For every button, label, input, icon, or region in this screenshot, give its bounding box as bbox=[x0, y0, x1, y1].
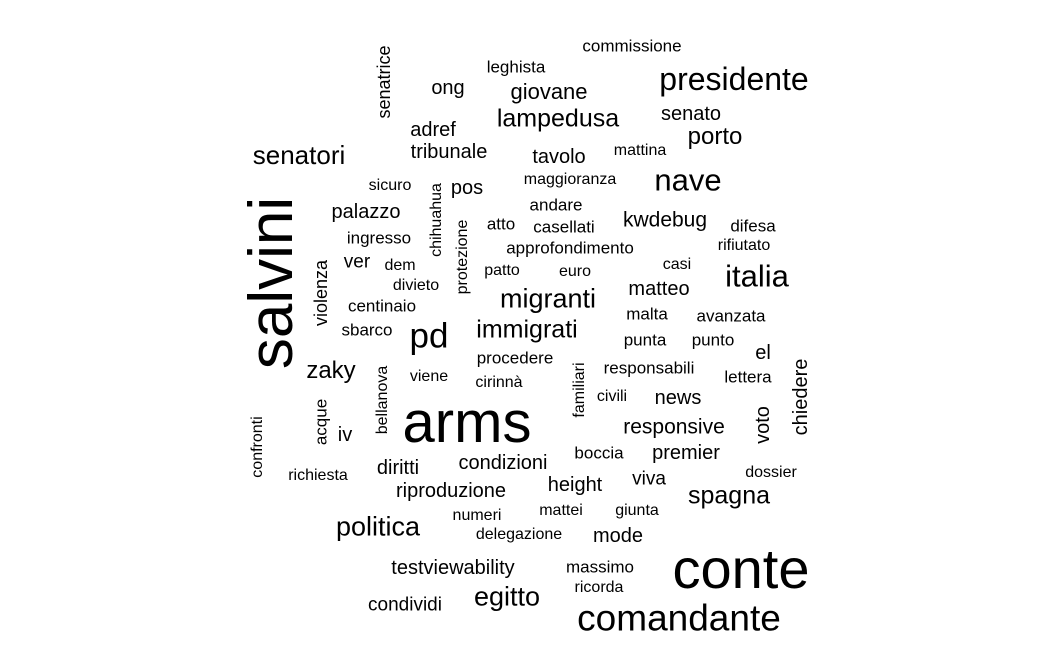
cloud-word: egitto bbox=[473, 581, 541, 612]
cloud-word: civili bbox=[596, 388, 628, 405]
cloud-word: violenza bbox=[311, 259, 331, 327]
cloud-word: porto bbox=[687, 123, 743, 150]
cloud-word: sbarco bbox=[341, 320, 393, 340]
cloud-word: ingresso bbox=[346, 228, 412, 248]
cloud-word: dossier bbox=[745, 464, 797, 481]
cloud-word: immigrati bbox=[476, 315, 578, 344]
cloud-word: ricorda bbox=[574, 579, 624, 596]
cloud-word: boccia bbox=[574, 443, 624, 463]
cloud-word: nave bbox=[654, 162, 722, 198]
cloud-word: dem bbox=[384, 257, 416, 274]
cloud-word: rifiutato bbox=[717, 237, 771, 254]
cloud-word: richiesta bbox=[288, 467, 348, 484]
cloud-word: viva bbox=[632, 468, 666, 490]
cloud-word: riproduzione bbox=[395, 480, 507, 502]
cloud-word: centinaio bbox=[347, 296, 417, 316]
cloud-word: euro bbox=[558, 263, 592, 280]
cloud-word: responsabili bbox=[603, 358, 695, 378]
cloud-word: iv bbox=[337, 424, 353, 446]
cloud-word: testviewability bbox=[391, 557, 515, 579]
cloud-word: bellanova bbox=[374, 365, 391, 435]
cloud-word: news bbox=[654, 387, 702, 409]
cloud-word: numeri bbox=[452, 507, 502, 524]
cloud-word: familiari bbox=[571, 362, 588, 418]
cloud-word: kwdebug bbox=[622, 208, 708, 232]
cloud-word: malta bbox=[626, 304, 668, 324]
cloud-word: delegazione bbox=[475, 526, 563, 543]
cloud-word: pd bbox=[409, 316, 449, 356]
cloud-word: sicuro bbox=[368, 177, 412, 194]
cloud-word: andare bbox=[529, 195, 583, 215]
cloud-word: tavolo bbox=[532, 146, 586, 168]
cloud-word: height bbox=[547, 474, 603, 496]
cloud-word: atto bbox=[486, 214, 516, 234]
cloud-word: ver bbox=[343, 251, 371, 273]
cloud-word: diritti bbox=[376, 457, 420, 479]
cloud-word: punto bbox=[691, 330, 735, 350]
cloud-word: casellati bbox=[533, 217, 595, 237]
cloud-word: casi bbox=[662, 256, 692, 273]
cloud-word: divieto bbox=[392, 277, 440, 294]
cloud-word: viene bbox=[409, 368, 449, 385]
cloud-word: ong bbox=[431, 77, 465, 99]
cloud-word: pos bbox=[450, 177, 484, 199]
cloud-word: lampedusa bbox=[496, 104, 620, 133]
cloud-word: premier bbox=[652, 442, 720, 464]
cloud-word: confronti bbox=[249, 416, 266, 478]
cloud-word: chihuahua bbox=[428, 183, 445, 257]
cloud-word: comandante bbox=[577, 597, 781, 639]
cloud-word: difesa bbox=[730, 216, 776, 236]
cloud-word: lettera bbox=[724, 367, 772, 387]
cloud-word: arms bbox=[402, 390, 532, 455]
cloud-word: senatrice bbox=[374, 45, 394, 119]
cloud-word: leghista bbox=[486, 57, 546, 77]
cloud-word: giovane bbox=[510, 79, 588, 104]
cloud-word: senato bbox=[660, 103, 722, 125]
cloud-word: patto bbox=[484, 262, 520, 279]
cloud-word: presidente bbox=[659, 61, 809, 97]
cloud-word: acque bbox=[311, 398, 331, 446]
cloud-word: politica bbox=[335, 511, 421, 542]
cloud-word: responsive bbox=[623, 415, 725, 439]
cloud-word: senatori bbox=[252, 140, 346, 170]
cloud-word: punta bbox=[623, 330, 667, 350]
cloud-word: massimo bbox=[565, 557, 635, 577]
cloud-word: conte bbox=[672, 537, 810, 600]
cloud-word: italia bbox=[725, 258, 789, 294]
cloud-word: adref bbox=[410, 119, 456, 141]
cloud-word: matteo bbox=[628, 278, 690, 300]
cloud-word: procedere bbox=[476, 348, 554, 368]
cloud-word: avanzata bbox=[696, 306, 766, 326]
cloud-word: condizioni bbox=[458, 452, 548, 474]
cloud-word: migranti bbox=[499, 283, 597, 314]
cloud-word: salvini bbox=[237, 196, 306, 370]
cloud-word: mode bbox=[592, 525, 644, 547]
cloud-word: voto bbox=[752, 406, 774, 444]
cloud-word: approfondimento bbox=[506, 238, 634, 258]
cloud-word: commissione bbox=[582, 36, 682, 56]
cloud-word: spagna bbox=[687, 481, 771, 510]
cloud-word: cirinnà bbox=[475, 374, 523, 391]
cloud-word: mattei bbox=[539, 502, 583, 519]
cloud-word: giunta bbox=[615, 502, 659, 519]
cloud-word: tribunale bbox=[410, 141, 488, 163]
cloud-word: el bbox=[755, 342, 771, 364]
cloud-word: palazzo bbox=[331, 201, 401, 223]
cloud-word: protezione bbox=[454, 219, 471, 295]
cloud-word: maggioranza bbox=[523, 171, 617, 188]
cloud-word: condividi bbox=[368, 594, 442, 616]
cloud-word: mattina bbox=[613, 142, 667, 159]
cloud-word: chiedere bbox=[790, 358, 812, 436]
cloud-word: zaky bbox=[306, 357, 356, 384]
